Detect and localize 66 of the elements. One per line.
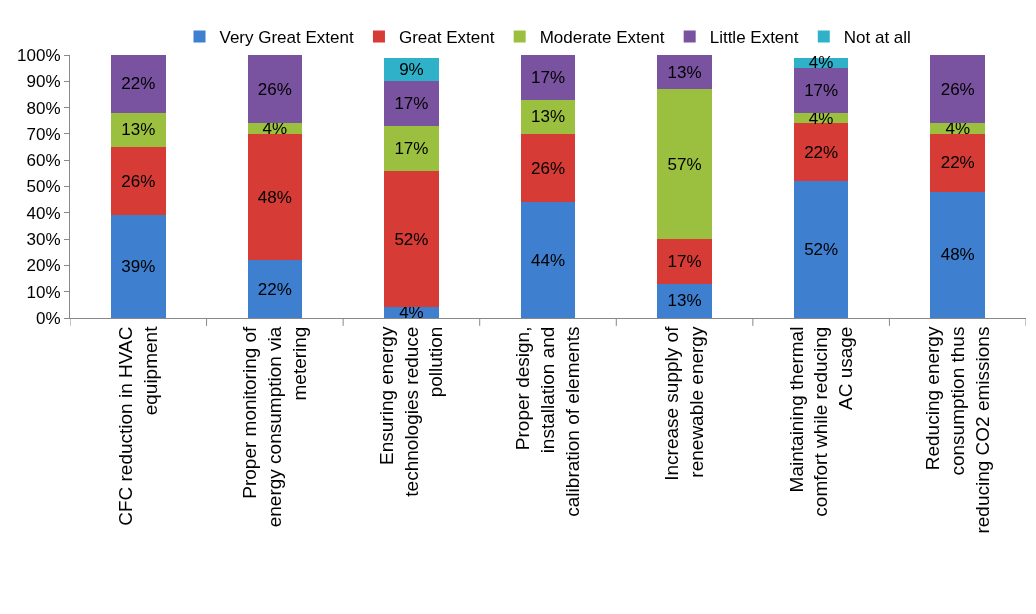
data-label: 22% — [804, 142, 839, 162]
data-label: 22% — [257, 279, 292, 299]
legend-label: Little Extent — [709, 28, 799, 48]
bar — [657, 89, 712, 240]
data-label: 9% — [399, 59, 424, 79]
data-label: 26% — [257, 79, 292, 99]
bar — [110, 215, 166, 318]
y-tick-label: 40% — [26, 203, 61, 223]
bar — [657, 239, 712, 284]
bar — [247, 260, 303, 318]
data-label: 48% — [257, 187, 292, 207]
data-label: 22% — [940, 153, 975, 173]
bar — [930, 133, 986, 192]
data-label: 22% — [121, 74, 156, 94]
data-label: 17% — [394, 94, 429, 114]
data-label: 17% — [530, 67, 566, 87]
data-label: 26% — [530, 158, 566, 178]
bar — [793, 68, 849, 113]
data-label: 57% — [667, 154, 702, 174]
bar — [930, 191, 986, 318]
data-label: 52% — [394, 229, 429, 249]
y-tick-label: 10% — [26, 282, 61, 302]
bar — [520, 133, 576, 203]
y-tick-label: 60% — [26, 151, 61, 171]
legend-label: Great Extent — [398, 28, 495, 48]
data-label: 17% — [394, 138, 429, 158]
bar — [110, 55, 166, 113]
data-label: 13% — [530, 107, 566, 127]
x-tick-label: Ensuring energy technologies reduce pollution — [375, 326, 447, 497]
y-tick-label: 30% — [26, 230, 61, 250]
data-label: 17% — [667, 251, 702, 271]
x-tick-label: CFC reduction in HVAC equipment — [115, 325, 161, 526]
data-label: 4% — [808, 53, 834, 73]
legend-label: Very Great Extent — [219, 28, 354, 48]
bar — [930, 55, 986, 124]
y-tick-label: 100% — [17, 45, 61, 65]
x-tick-label: Proper monitoring of energy consumption via metering — [239, 325, 310, 528]
y-tick-label: 20% — [26, 256, 61, 276]
y-tick-label: 50% — [26, 177, 61, 197]
data-label: 17% — [804, 81, 839, 101]
data-label: 26% — [940, 79, 975, 99]
bar — [110, 147, 166, 216]
y-tick-label: 70% — [26, 124, 61, 144]
y-tick-label: 90% — [26, 72, 61, 92]
legend-label: Moderate Extent — [539, 28, 665, 48]
bar — [793, 181, 849, 318]
bar — [384, 81, 439, 127]
data-label: 26% — [121, 171, 156, 191]
y-tick-label: 80% — [26, 98, 61, 118]
bar — [247, 133, 303, 261]
x-tick-label: Maintaining thermal comfort while reducing AC usage — [785, 326, 857, 517]
bar — [520, 202, 576, 318]
data-label: 13% — [667, 62, 702, 82]
bar — [247, 55, 303, 124]
bar — [520, 55, 576, 100]
bar — [384, 126, 439, 171]
bar — [793, 123, 849, 182]
legend-label: Not at all — [843, 28, 911, 48]
data-label: 13% — [121, 120, 156, 140]
data-label: 52% — [804, 240, 839, 260]
data-label: 48% — [940, 245, 975, 265]
data-label: 39% — [121, 257, 156, 277]
data-label: 44% — [530, 250, 566, 270]
y-tick-label: 0% — [36, 308, 61, 328]
bar — [384, 170, 439, 308]
data-label: 13% — [667, 291, 702, 311]
